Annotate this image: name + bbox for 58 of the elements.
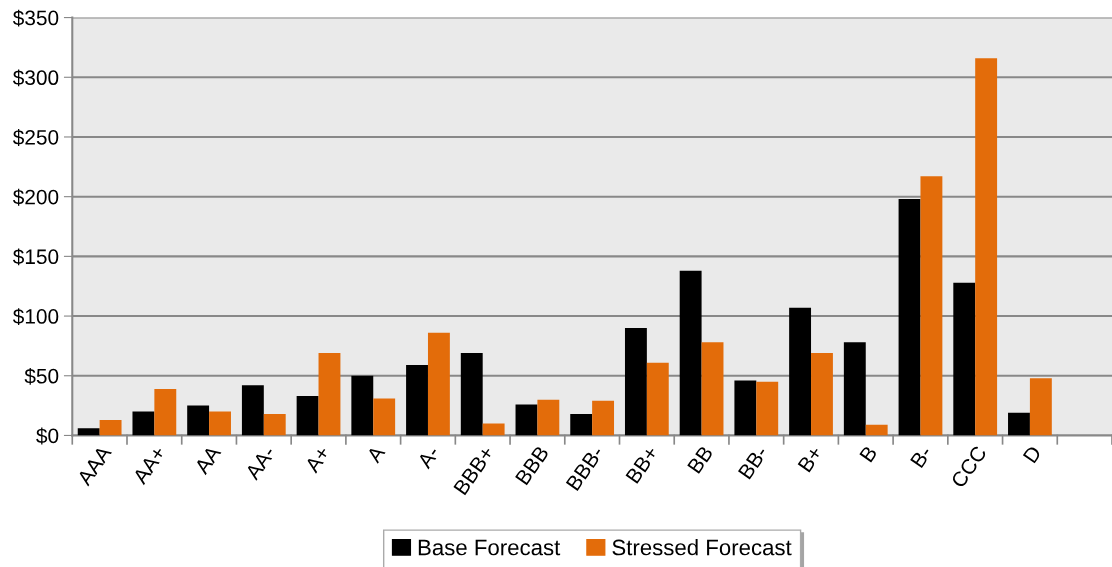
bar (734, 380, 757, 436)
bar (701, 342, 724, 436)
bar (318, 353, 341, 436)
bar (351, 375, 374, 436)
bar (406, 365, 428, 436)
bar (953, 282, 976, 436)
legend-label: Stressed Forecast (612, 539, 792, 556)
y-tick-label: $100 (12, 308, 59, 326)
bar (187, 405, 210, 436)
bar (843, 342, 866, 436)
bar (679, 270, 702, 436)
bar (99, 419, 122, 436)
y-tick-label: $250 (12, 129, 59, 146)
x-tick-label: BB- (737, 444, 769, 480)
bar (373, 398, 396, 436)
bar (77, 428, 100, 436)
y-tick-label: $300 (12, 69, 59, 87)
legend-label: Base Forecast (418, 539, 561, 556)
y-tick-label: $0 (36, 427, 59, 445)
x-tick-label: AA (193, 444, 222, 476)
bar (789, 307, 812, 436)
x-tick-label: A (365, 444, 386, 464)
bar (592, 400, 615, 436)
x-tick-label: AA- (244, 444, 276, 481)
bar (296, 396, 319, 436)
bar (515, 404, 538, 436)
bar (263, 413, 286, 436)
bar (460, 353, 483, 436)
bar (154, 388, 177, 436)
bar (1008, 412, 1030, 436)
bar (537, 399, 560, 436)
bar (920, 176, 943, 436)
x-tick-label: B (859, 445, 878, 463)
bar (646, 362, 669, 436)
y-tick-label: $200 (12, 188, 59, 206)
x-tick-label: BB (687, 445, 714, 474)
x-tick-label: A+ (304, 445, 331, 474)
y-tick-label: $50 (24, 367, 59, 385)
bar (209, 411, 231, 436)
bar (427, 332, 450, 436)
bar (975, 58, 998, 436)
bar (482, 423, 505, 436)
x-tick-label: B- (910, 444, 933, 469)
bar (898, 199, 921, 436)
bar (1029, 378, 1052, 436)
x-tick-label: A- (416, 444, 440, 470)
bar (811, 353, 833, 436)
bar (132, 411, 155, 436)
bar (570, 413, 593, 436)
x-tick-label: B+ (797, 445, 823, 473)
y-tick-label: $350 (12, 9, 59, 27)
x-tick-label: D (1022, 445, 1042, 464)
y-tick-label: $150 (12, 248, 59, 266)
bar (756, 381, 779, 436)
bar (624, 328, 647, 436)
bar (241, 385, 264, 436)
bar (865, 424, 888, 436)
x-tick-label: BB+ (625, 445, 659, 484)
